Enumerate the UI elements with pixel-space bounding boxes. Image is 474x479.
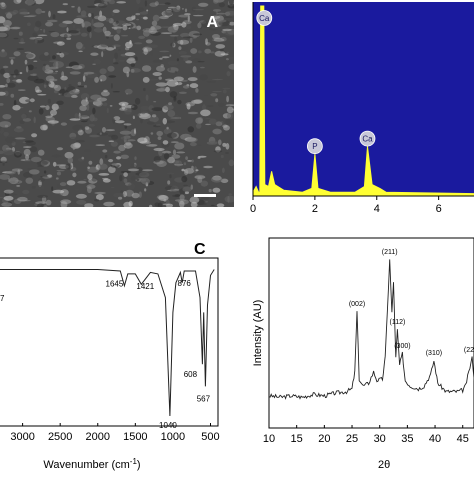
xrd-y-axis-label: Intensity (AU) [252,300,264,367]
eds-x-tick-label: 0 [250,203,256,215]
scale-bar [194,194,216,197]
eds-chart: Ca P Ca 0 2 4 6 [250,2,474,215]
xrd-x-tick-label: 30 [374,433,386,445]
xrd-pattern-line [268,259,474,400]
ftir-peak-annotation: 608 [184,370,198,379]
xrd-x-tick-label: 45 [457,433,469,445]
xrd-x-tick-label: 15 [291,433,303,445]
xrd-x-axis-label: 2θ [378,459,390,471]
eds-spectrum-panel: Ca P Ca 0 2 4 6 [247,0,474,230]
eds-peak-label: P [312,142,317,151]
ftir-peak-annotation: 7 [0,294,5,303]
ftir-peak-annotation: 876 [178,279,192,288]
ftir-x-tick-label: 1000 [161,431,185,443]
ftir-peak-annotation: 1421 [136,282,154,291]
xrd-chart: (002) (211) (112) (300) (310) (222) 10 15 20 25 30… [252,237,474,471]
eds-peak-label: Ca [362,135,373,144]
eds-plot-area [253,2,474,196]
xrd-x-tick-label: 25 [346,433,358,445]
ftir-x-tick-label: 2500 [48,431,72,443]
eds-spectrum-fill [252,5,474,197]
ftir-x-tick-label: 1500 [123,431,147,443]
eds-peak-label: Ca [259,14,270,23]
eds-peak-marker [256,10,273,26]
ftir-peak-annotation: 567 [197,394,211,403]
ftir-peak-annotation: 1040 [159,421,177,430]
ftir-x-axis-label: Wavenumber (cm-1) [43,457,140,472]
ftir-peak-annotation: 1645 [106,280,124,289]
xrd-pattern-panel: (002) (211) (112) (300) (310) (222) 10 15 20 25 30… [247,228,474,474]
ftir-frame [0,257,219,427]
eds-x-tick-label: 6 [436,203,442,215]
panel-letter-a: A [206,14,218,31]
sem-texture [0,0,234,207]
xrd-peak-label: (310) [426,350,442,357]
xrd-x-tick-label: 10 [263,433,275,445]
xrd-x-tick-label: 40 [429,433,441,445]
ftir-x-tick-label: 3000 [10,431,34,443]
xrd-peak-label: (112) [389,319,405,326]
xrd-peak-label: (211) [382,249,398,256]
ftir-spectrum-line [0,269,215,417]
xrd-x-tick-label: 20 [318,433,330,445]
eds-peak-marker [359,130,376,147]
panel-letter-c: C [194,241,206,258]
ftir-x-tick-label: 2000 [86,431,110,443]
xrd-peak-label: (222) [464,347,474,354]
sem-image-panel: A [0,0,234,207]
ftir-chart: C 1645 1421 876 1040 608 567 7 3000 2500 2000 1500 1… [0,241,220,472]
ftir-x-tick-label: 500 [201,431,219,443]
xrd-peak-label: (300) [394,343,410,350]
eds-x-tick-label: 2 [312,203,318,215]
ftir-spectrum-panel: C 1645 1421 876 1040 608 567 7 3000 2500 2000 1500 1… [0,228,232,474]
eds-peak-marker [306,138,323,155]
xrd-frame [268,237,474,429]
xrd-peak-label: (002) [349,301,365,308]
xrd-x-tick-label: 35 [401,433,413,445]
eds-x-tick-label: 4 [374,203,380,215]
